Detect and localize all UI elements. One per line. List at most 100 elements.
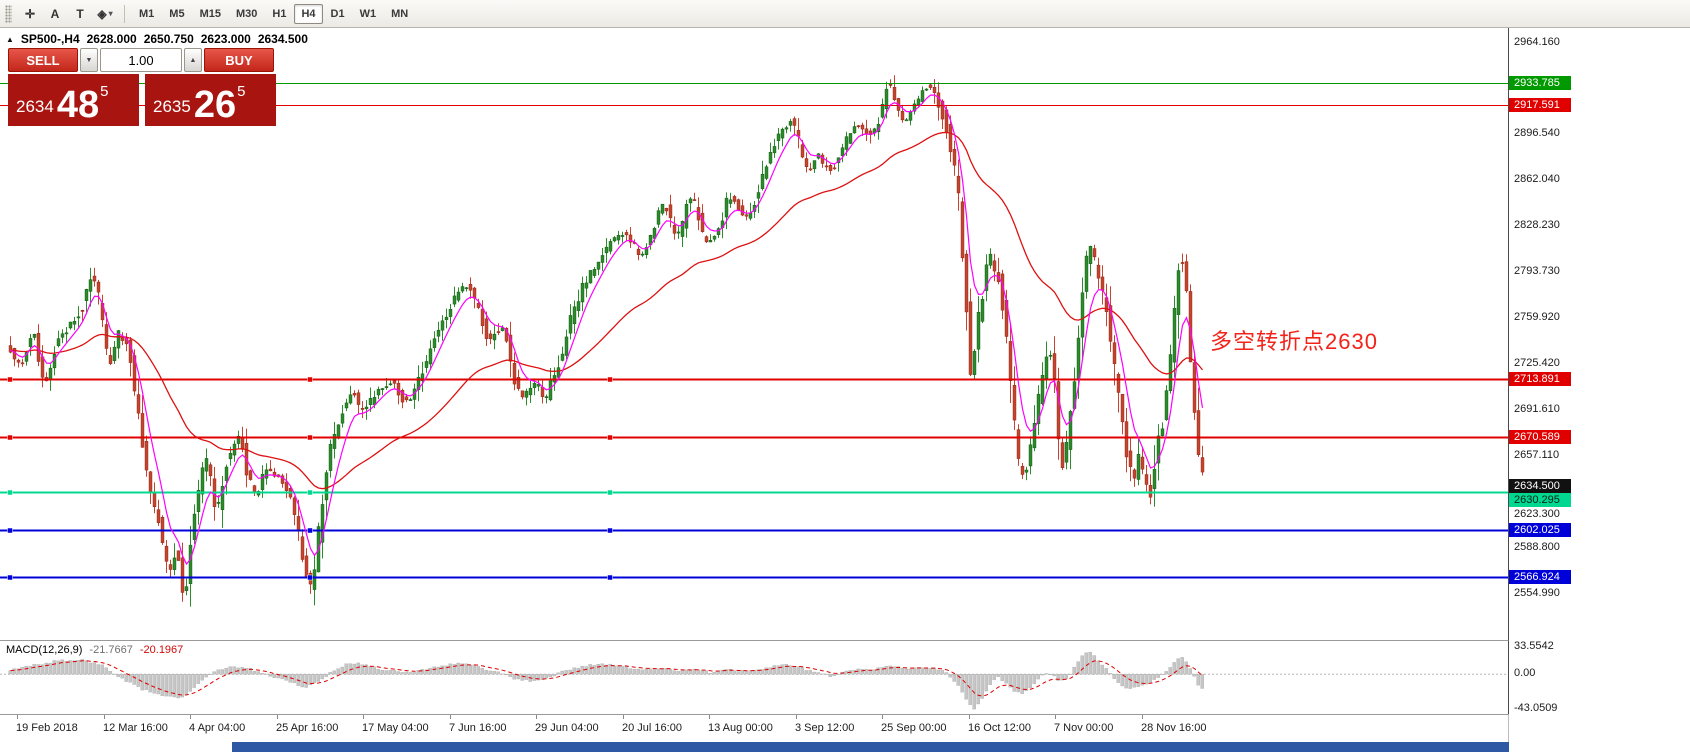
- hline-handle[interactable]: [607, 527, 613, 534]
- high-value: 2650.750: [143, 32, 194, 46]
- hline-handle[interactable]: [7, 527, 13, 534]
- price-axis-label: 2964.160: [1514, 36, 1560, 48]
- buy-price-big-digits: 26: [193, 83, 237, 126]
- sell-button[interactable]: SELL: [8, 48, 78, 72]
- macd-signal-line: [10, 660, 1203, 697]
- time-axis-label: 16 Oct 12:00: [968, 722, 1031, 734]
- price-axis-label: 2896.540: [1514, 127, 1560, 139]
- fast-ma-line: [10, 94, 1204, 566]
- time-axis-tick: [1055, 715, 1056, 719]
- macd-indicator-label: MACD(12,26,9) -21.7667 -20.1967: [6, 644, 183, 656]
- toolbar-separator: [124, 4, 125, 23]
- timeframe-button-h1[interactable]: H1: [265, 4, 293, 24]
- candlesticks: [8, 75, 1205, 607]
- low-value: 2623.000: [200, 32, 251, 46]
- timeframe-button-mn[interactable]: MN: [384, 4, 415, 24]
- hline-handle[interactable]: [7, 489, 13, 496]
- macd-main-value: -21.7667: [89, 644, 133, 656]
- timeframes-group: M1 M5 M15 M30 H1 H4 D1 W1 MN: [132, 3, 415, 24]
- timeframe-button-d1[interactable]: D1: [324, 4, 352, 24]
- sell-price-prefix: 2634: [16, 97, 54, 116]
- chart-ohlc-header: ▲ SP500-,H4 2628.000 2650.750 2623.000 2…: [6, 32, 308, 46]
- hline-handle[interactable]: [307, 489, 313, 496]
- time-axis-tick: [104, 715, 105, 719]
- macd-axis-label: 33.5542: [1514, 640, 1554, 652]
- time-axis-label: 3 Sep 12:00: [795, 722, 855, 734]
- hline-handle[interactable]: [7, 574, 13, 581]
- price-pane[interactable]: ▲ SP500-,H4 2628.000 2650.750 2623.000 2…: [0, 28, 1509, 640]
- time-axis-tick: [709, 715, 710, 719]
- hline-handle[interactable]: [307, 434, 313, 441]
- chart-text-annotation[interactable]: 多空转折点2630: [1210, 329, 1378, 354]
- toolbar-grip[interactable]: [5, 4, 12, 23]
- macd-title: MACD(12,26,9): [6, 644, 83, 656]
- buy-button[interactable]: BUY: [204, 48, 274, 72]
- macd-signal-value: -20.1967: [139, 644, 184, 656]
- price-axis-label: 2691.610: [1514, 403, 1560, 415]
- time-axis[interactable]: 19 Feb 2018 12 Mar 16:00 4 Apr 04:00 25 Apr…: [0, 714, 1509, 742]
- buy-price-prefix: 2635: [153, 97, 191, 116]
- macd-pane[interactable]: MACD(12,26,9) -21.7667 -20.1967: [0, 640, 1509, 714]
- time-axis-tick: [1142, 715, 1143, 719]
- price-axis[interactable]: 2933.785 2917.591 2713.891 2670.589 2634.500…: [1509, 28, 1690, 752]
- crosshair-tool-icon[interactable]: ✛: [18, 3, 42, 25]
- timeframe-button-h4[interactable]: H4: [294, 3, 323, 24]
- price-flag-2670.589: 2670.589: [1509, 430, 1571, 444]
- shapes-dropdown-icon[interactable]: ◈ ▾: [93, 3, 117, 25]
- top-toolbar: ✛ A T ◈ ▾ M1 M5 M15 M30 H1 H4 D1 W1 MN: [0, 0, 1690, 28]
- time-axis-tick: [363, 715, 364, 719]
- price-axis-label: 2862.040: [1514, 173, 1560, 185]
- volume-decrease-button[interactable]: ▼: [80, 48, 98, 72]
- price-flag-2634.500: 2634.500: [1509, 479, 1571, 493]
- hline-handle[interactable]: [607, 434, 613, 441]
- time-axis-tick: [190, 715, 191, 719]
- hline-handle[interactable]: [7, 376, 13, 383]
- macd-axis-label: 0.00: [1514, 667, 1536, 679]
- label-tool-icon[interactable]: T: [68, 3, 92, 25]
- hline-handle[interactable]: [307, 574, 313, 581]
- hline-handle[interactable]: [307, 376, 313, 383]
- dropdown-caret-icon: ▾: [108, 9, 113, 18]
- price-flag-2566.924: 2566.924: [1509, 570, 1571, 584]
- sell-price-big-digits: 48: [56, 83, 100, 126]
- time-axis-label: 12 Mar 16:00: [103, 722, 168, 734]
- price-chart-canvas[interactable]: [0, 28, 1508, 640]
- time-axis-label: 28 Nov 16:00: [1141, 722, 1207, 734]
- hline-handle[interactable]: [607, 574, 613, 581]
- price-axis-label: 2623.300: [1514, 508, 1560, 520]
- macd-chart-canvas[interactable]: [0, 641, 1508, 714]
- sell-price-display[interactable]: 2634 48 5: [8, 74, 139, 126]
- price-axis-label: 2657.110: [1514, 449, 1560, 461]
- time-axis-tick: [882, 715, 883, 719]
- hline-handle[interactable]: [7, 434, 13, 441]
- time-axis-label: 25 Sep 00:00: [881, 722, 947, 734]
- buy-price-display[interactable]: 2635 26 5: [145, 74, 276, 126]
- text-tool-icon[interactable]: A: [43, 3, 67, 25]
- time-axis-tick: [969, 715, 970, 719]
- price-axis-label: 2725.420: [1514, 357, 1560, 369]
- one-click-panel-toggle-icon[interactable]: ▲: [6, 34, 14, 44]
- price-flag-2602.025: 2602.025: [1509, 523, 1571, 537]
- timeframe-button-w1[interactable]: W1: [353, 4, 384, 24]
- macd-axis-label: -43.0509: [1514, 702, 1558, 714]
- horizontal-line-objects[interactable]: [0, 83, 1508, 581]
- hline-handle[interactable]: [607, 376, 613, 383]
- timeframe-button-m5[interactable]: M5: [162, 4, 191, 24]
- time-axis-label: 7 Nov 00:00: [1054, 722, 1114, 734]
- volume-increase-button[interactable]: ▲: [184, 48, 202, 72]
- timeframe-button-m1[interactable]: M1: [132, 4, 161, 24]
- open-value: 2628.000: [86, 32, 137, 46]
- price-flag-2713.891: 2713.891: [1509, 372, 1571, 386]
- price-axis-label: 2793.730: [1514, 265, 1560, 277]
- hline-handle[interactable]: [607, 489, 613, 496]
- time-axis-label: 7 Jun 16:00: [449, 722, 507, 734]
- chart-window: ▲ SP500-,H4 2628.000 2650.750 2623.000 2…: [0, 28, 1690, 752]
- sell-price-pip-digit: 5: [100, 83, 109, 100]
- volume-input[interactable]: [100, 48, 182, 72]
- timeframe-button-m30[interactable]: M30: [229, 4, 264, 24]
- hline-handle[interactable]: [307, 527, 313, 534]
- drawing-tools-group: ✛ A T ◈ ▾: [18, 3, 117, 25]
- time-axis-tick: [796, 715, 797, 719]
- time-axis-tick: [623, 715, 624, 719]
- timeframe-button-m15[interactable]: M15: [193, 4, 228, 24]
